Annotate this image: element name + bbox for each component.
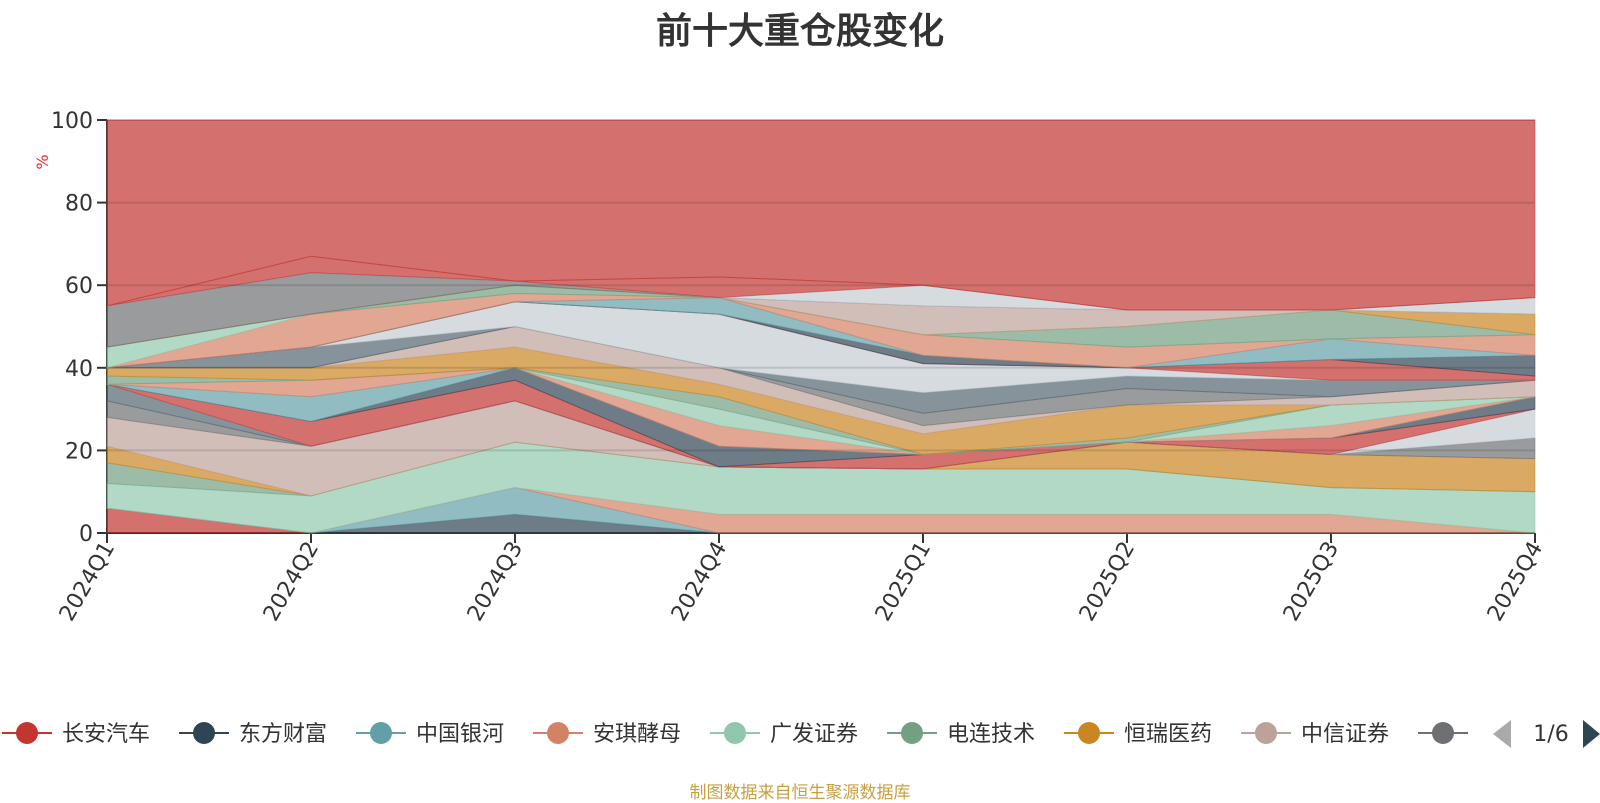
source-note: 制图数据来自恒生聚源数据库 (689, 783, 911, 803)
x-tick-label: 2025Q3 (1279, 538, 1344, 626)
grid-lines (107, 119, 1535, 534)
legend-label: 广发证券 (770, 722, 858, 747)
legend-item[interactable]: 安琪酵母 (533, 722, 681, 747)
legend-marker (724, 722, 746, 744)
x-tick-label: 2025Q1 (871, 538, 936, 626)
area-layers (106, 119, 1536, 534)
legend-label: 长安汽车 (62, 722, 150, 747)
legend-item[interactable]: 中国银河 (356, 722, 504, 747)
legend-marker (547, 722, 569, 744)
y-tick-label: 60 (65, 274, 93, 299)
y-tick-label: 20 (65, 439, 93, 464)
legend-marker (1255, 722, 1277, 744)
legend-next-page-icon[interactable] (1583, 720, 1600, 748)
legend-item[interactable] (1418, 722, 1468, 744)
legend-marker (1078, 722, 1100, 744)
legend-marker (901, 722, 923, 744)
legend-item[interactable]: 东方财富 (179, 722, 327, 747)
legend-item[interactable]: 广发证券 (710, 722, 858, 747)
legend-marker (1432, 722, 1454, 744)
x-tick-label: 2024Q4 (667, 538, 732, 626)
legend-marker (193, 722, 215, 744)
legend-prev-page-icon[interactable] (1493, 720, 1511, 748)
y-tick-label: 0 (79, 522, 93, 547)
legend-item[interactable]: 恒瑞医药 (1064, 722, 1212, 747)
x-tick-label: 2025Q2 (1075, 538, 1140, 626)
x-tick-label: 2024Q2 (259, 538, 324, 626)
x-tick-label: 2024Q1 (55, 538, 120, 626)
legend-label: 中信证券 (1301, 722, 1389, 747)
legend-item[interactable]: 长安汽车 (2, 722, 150, 747)
legend-item[interactable]: 电连技术 (887, 722, 1035, 747)
legend-marker (16, 722, 38, 744)
legend-label: 中国银河 (416, 722, 504, 747)
y-tick-label: 40 (65, 357, 93, 382)
legend-marker (370, 722, 392, 744)
legend-label: 东方财富 (239, 722, 327, 747)
legend-label: 电连技术 (947, 722, 1035, 747)
legend-label: 安琪酵母 (593, 722, 681, 747)
y-tick-label: 80 (65, 192, 93, 217)
legend-label: 恒瑞医药 (1124, 722, 1212, 747)
x-tick-label: 2024Q3 (463, 538, 528, 626)
x-tick-label: 2025Q4 (1483, 538, 1548, 626)
chart-title: 前十大重仓股变化 (655, 11, 944, 52)
legend-page-indicator: 1/6 (1533, 722, 1568, 747)
legend: 长安汽车 东方财富 中国银河 安琪酵母 广发证券 电连技术 恒瑞医药 中信证券 1/6 (2, 710, 1600, 756)
y-axis-label: % (33, 154, 52, 169)
legend-item[interactable]: 中信证券 (1241, 722, 1389, 747)
area-band (106, 119, 1536, 311)
y-tick-label: 100 (51, 109, 93, 134)
